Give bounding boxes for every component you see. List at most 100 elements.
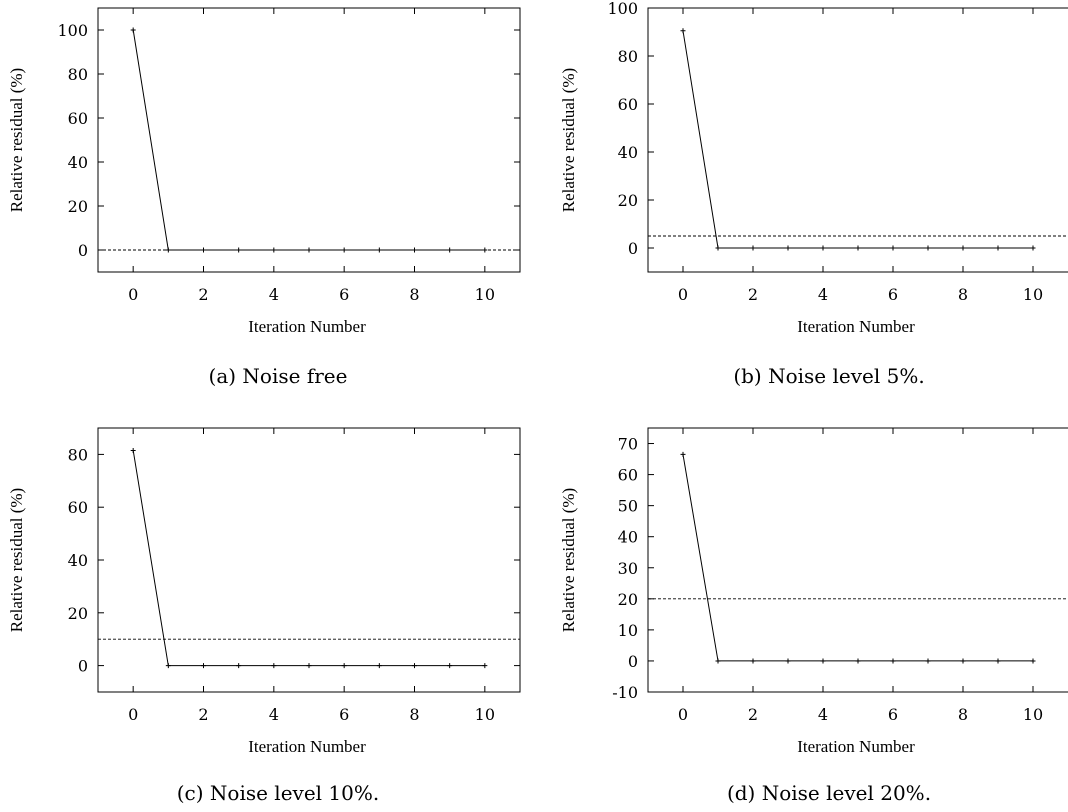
series-line	[132, 29, 485, 251]
x-tick-label: 2	[748, 285, 758, 304]
y-tick-label: -10	[612, 683, 638, 702]
y-axis-label: Relative residual (%)	[7, 68, 26, 212]
data-point	[960, 658, 966, 664]
data-point	[341, 663, 347, 669]
panel-d: 0 2 4 6 8 10 -10 0 10 20 30 40 50 60 70 Iteration Numbe…	[559, 427, 1068, 805]
data-point	[376, 663, 382, 669]
data-point	[165, 247, 171, 253]
x-tick-label: 6	[339, 705, 349, 724]
data-point	[306, 663, 312, 669]
plot-frame	[97, 7, 521, 273]
data-point	[890, 658, 896, 664]
data-point	[785, 245, 791, 251]
y-tick-label: 0	[628, 239, 638, 258]
x-tick-label: 2	[748, 705, 758, 724]
panel-caption: (d) Noise level 20%.	[727, 781, 931, 805]
data-point	[855, 245, 861, 251]
y-axis-label: Relative residual (%)	[559, 68, 578, 212]
data-point	[785, 658, 791, 664]
x-tick-label: 0	[678, 285, 688, 304]
y-tick-label: 70	[618, 435, 638, 454]
x-tick-label: 2	[198, 705, 208, 724]
y-tick-label: 50	[618, 497, 638, 516]
x-tick-label: 10	[1023, 705, 1043, 724]
y-axis-label: Relative residual (%)	[559, 488, 578, 632]
y-tick-label: 80	[68, 445, 88, 464]
panel-caption: (b) Noise level 5%.	[733, 364, 924, 388]
data-point	[855, 658, 861, 664]
data-point	[750, 658, 756, 664]
data-point	[201, 247, 206, 253]
x-axis-label: Iteration Number	[248, 317, 366, 336]
data-point	[960, 245, 966, 251]
data-point	[236, 663, 242, 669]
y-tick-label: 80	[68, 65, 88, 84]
y-tick-label: 20	[68, 604, 88, 623]
x-tick-label: 6	[888, 705, 898, 724]
data-point	[925, 658, 931, 664]
x-tick-label: 4	[269, 285, 279, 304]
data-point	[995, 658, 1001, 664]
x-tick-label: 8	[409, 285, 419, 304]
data-point	[271, 247, 277, 253]
x-axis-label: Iteration Number	[797, 317, 915, 336]
panel-caption: (c) Noise level 10%.	[177, 781, 380, 805]
data-point	[1030, 658, 1036, 664]
y-tick-label: 100	[57, 21, 88, 40]
data-point	[1030, 245, 1036, 251]
plot-frame	[647, 427, 1068, 693]
data-point	[482, 247, 488, 253]
series-line	[682, 30, 1033, 249]
x-tick-label: 0	[678, 705, 688, 724]
x-axis-label: Iteration Number	[248, 737, 366, 756]
data-point	[925, 245, 931, 251]
data-point	[376, 247, 382, 253]
data-point	[750, 245, 756, 251]
x-tick-label: 2	[198, 285, 208, 304]
y-tick-label: 20	[618, 590, 638, 609]
y-tick-label: 40	[68, 153, 88, 172]
data-point	[341, 247, 347, 253]
series-line	[682, 454, 1033, 662]
y-tick-label: 80	[618, 47, 638, 66]
y-tick-label: 100	[607, 0, 638, 18]
x-tick-label: 8	[958, 285, 968, 304]
y-tick-label: 60	[68, 109, 88, 128]
y-tick-label: 0	[628, 652, 638, 671]
x-tick-label: 0	[128, 705, 138, 724]
x-tick-label: 4	[269, 705, 279, 724]
x-tick-label: 0	[128, 285, 138, 304]
x-axis-label: Iteration Number	[797, 737, 915, 756]
y-tick-label: 20	[618, 191, 638, 210]
data-point	[236, 247, 242, 253]
data-point	[680, 451, 686, 457]
data-point	[447, 663, 453, 669]
data-point	[130, 447, 136, 453]
x-tick-label: 4	[818, 705, 828, 724]
panel-caption: (a) Noise free	[209, 364, 348, 388]
x-tick-label: 6	[888, 285, 898, 304]
data-point	[447, 247, 453, 253]
data-point	[271, 663, 277, 669]
y-tick-label: 0	[78, 241, 88, 260]
data-point	[715, 658, 721, 664]
y-tick-label: 40	[618, 528, 638, 547]
data-point	[201, 663, 206, 669]
series-line	[132, 450, 485, 667]
data-point	[820, 658, 826, 664]
data-point	[995, 245, 1001, 251]
y-tick-label: 10	[618, 621, 638, 640]
y-tick-label: 60	[68, 498, 88, 517]
x-tick-label: 8	[409, 705, 419, 724]
data-point	[890, 245, 896, 251]
x-tick-label: 10	[475, 285, 495, 304]
data-point	[680, 28, 686, 34]
data-point	[715, 245, 721, 251]
y-tick-label: 0	[78, 657, 88, 676]
data-point	[482, 663, 488, 669]
data-point	[165, 663, 171, 669]
panel-c: 0 2 4 6 8 10 0 20 40 60 80 Iteration Number Relative…	[7, 427, 521, 805]
